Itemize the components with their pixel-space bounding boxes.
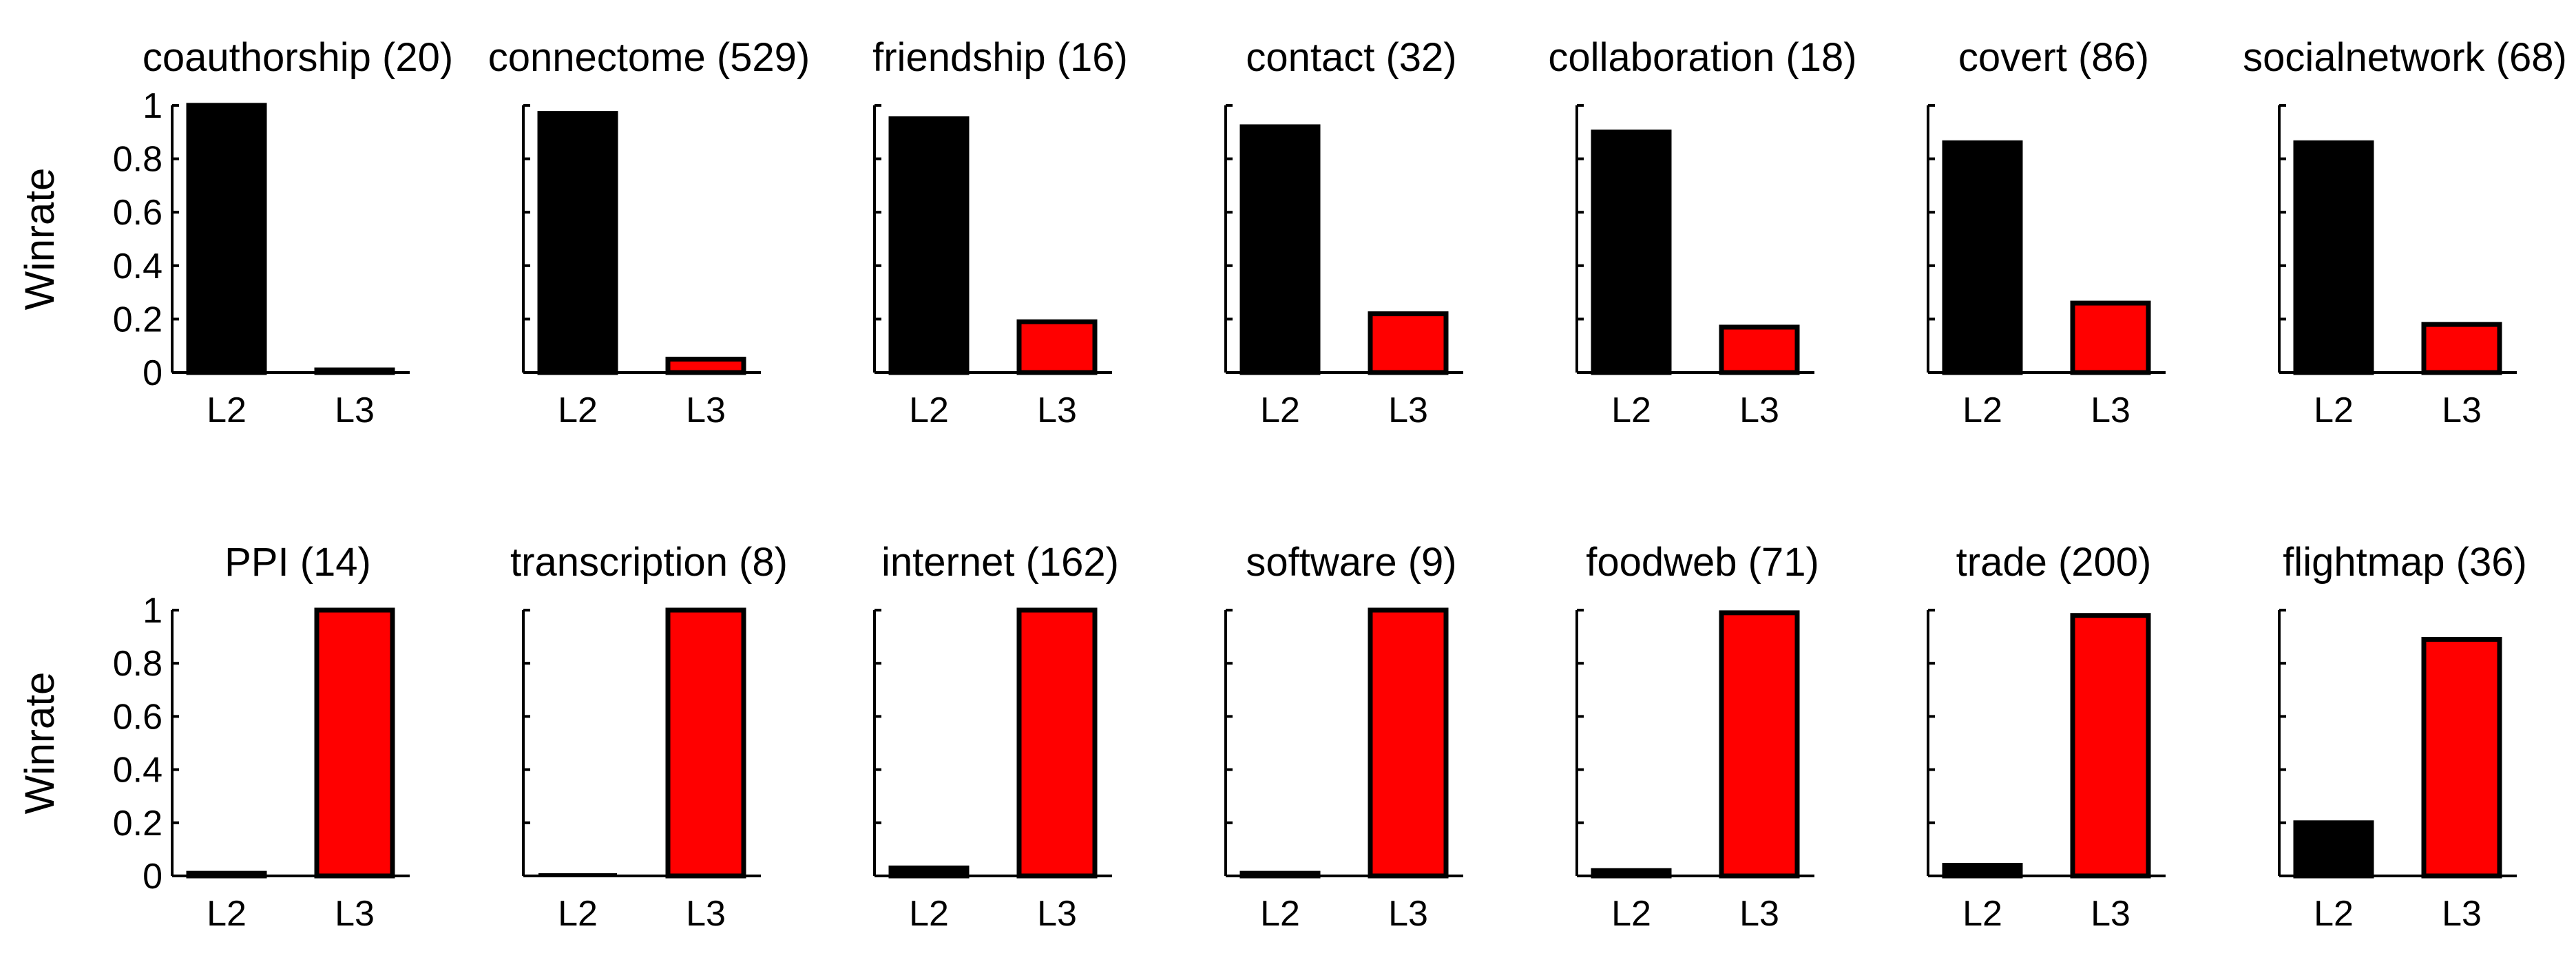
x-tick-label: L2: [909, 390, 949, 430]
y-axis-label: Winrate: [17, 168, 63, 311]
y-tick-label: 1: [143, 591, 163, 631]
x-tick-label: L2: [1260, 894, 1300, 934]
y-tick-label: 0.8: [113, 140, 163, 180]
y-tick-label: 0: [143, 353, 163, 393]
bar-l3: [1368, 311, 1449, 375]
x-tick-label: L3: [2091, 390, 2130, 430]
bar-l2: [1942, 140, 2023, 375]
x-tick-label: L3: [1037, 390, 1077, 430]
panel: foodweb (71) L2 L3: [1575, 540, 1819, 934]
panel-title: foodweb (71): [1586, 540, 1819, 585]
panel-title: connectome (529): [488, 35, 810, 80]
bar-l3: [1719, 324, 1800, 375]
panel: contact (32) L2 L3: [1224, 35, 1463, 430]
panel: trade (200) L2 L3: [1927, 540, 2166, 934]
x-tick-label: L2: [558, 894, 598, 934]
panel-title: PPI (14): [224, 540, 371, 585]
panel: collaboration (18) L2 L3: [1548, 35, 1856, 430]
bar-l3: [1016, 607, 1098, 879]
panel: internet (162) L2 L3: [873, 540, 1119, 934]
bar-l2: [537, 111, 618, 375]
bar-l3: [2070, 613, 2151, 879]
y-tick-label: 1: [143, 86, 163, 126]
bar-l3: [2421, 636, 2502, 879]
x-tick-label: L3: [2442, 390, 2482, 430]
panel-title: internet (162): [881, 540, 1119, 585]
bar-l3: [1368, 607, 1449, 879]
x-tick-label: L3: [686, 894, 726, 934]
y-tick-label: 0.4: [113, 751, 163, 791]
bar-l3: [665, 607, 746, 879]
panel-title: socialnetwork (68): [2243, 35, 2567, 80]
x-tick-label: L3: [686, 390, 726, 430]
x-tick-label: L2: [207, 894, 247, 934]
y-tick-label: 0.4: [113, 247, 163, 286]
x-tick-label: L2: [558, 390, 598, 430]
x-tick-label: L2: [1611, 894, 1651, 934]
x-tick-label: L2: [2314, 894, 2354, 934]
x-tick-label: L3: [2091, 894, 2130, 934]
bar-l2: [1942, 863, 2023, 879]
x-tick-label: L2: [207, 390, 247, 430]
panel: software (9) L2 L3: [1224, 540, 1463, 934]
bar-l2: [888, 116, 970, 375]
panel: connectome (529) L2 L3: [488, 35, 810, 430]
panel: PPI (14) L2 L3 0 0.2 0.4 0.6 0.8 1 Winrate: [17, 540, 410, 934]
panel: transcription (8) L2 L3: [510, 540, 788, 934]
x-tick-label: L3: [1388, 894, 1428, 934]
panel-title: coauthorship (20): [143, 35, 453, 80]
y-tick-label: 0.8: [113, 644, 163, 684]
y-axis-label: Winrate: [17, 672, 63, 815]
panel-title: contact (32): [1246, 35, 1456, 80]
bar-l2: [186, 103, 267, 375]
x-tick-label: L3: [335, 390, 375, 430]
panel: flightmap (36) L2 L3: [2278, 540, 2527, 934]
x-tick-label: L3: [335, 894, 375, 934]
bar-l3: [1016, 319, 1098, 375]
x-tick-label: L3: [1037, 894, 1077, 934]
y-tick-label: 0: [143, 857, 163, 897]
panel-title: trade (200): [1956, 540, 2152, 585]
x-tick-label: L3: [1739, 390, 1779, 430]
x-tick-label: L3: [2442, 894, 2482, 934]
bar-l3: [1719, 610, 1800, 879]
panel-title: flightmap (36): [2283, 540, 2527, 585]
bar-l2: [1239, 124, 1321, 375]
panel: friendship (16) L2 L3: [872, 35, 1128, 430]
panel: coauthorship (20) L2 L3 0 0.2 0.4 0.6 0.8 1 Winra…: [17, 35, 453, 430]
panel-title: software (9): [1246, 540, 1456, 585]
panel-title: transcription (8): [510, 540, 788, 585]
bar-l3: [2421, 322, 2502, 375]
x-tick-label: L3: [1388, 390, 1428, 430]
x-tick-label: L2: [1260, 390, 1300, 430]
y-tick-label: 0.2: [113, 300, 163, 339]
y-tick-label: 0.2: [113, 804, 163, 844]
panel-title: collaboration (18): [1548, 35, 1856, 80]
panel: covert (86) L2 L3: [1927, 35, 2166, 430]
panel-title: covert (86): [1958, 35, 2149, 80]
panel: socialnetwork (68) L2 L3: [2243, 35, 2567, 430]
bar-l2: [2293, 820, 2374, 879]
x-tick-label: L2: [909, 894, 949, 934]
x-tick-label: L2: [2314, 390, 2354, 430]
x-tick-label: L2: [1962, 390, 2002, 430]
y-tick-label: 0.6: [113, 193, 163, 233]
x-tick-label: L2: [1962, 894, 2002, 934]
bar-l3: [314, 607, 395, 879]
bar-l2: [2293, 140, 2374, 375]
x-tick-label: L3: [1739, 894, 1779, 934]
bar-l2: [1591, 129, 1672, 375]
bar-l3: [665, 357, 746, 375]
panel-title: friendship (16): [872, 35, 1128, 80]
x-tick-label: L2: [1611, 390, 1651, 430]
y-tick-label: 0.6: [113, 697, 163, 737]
bar-l3: [2070, 300, 2151, 375]
